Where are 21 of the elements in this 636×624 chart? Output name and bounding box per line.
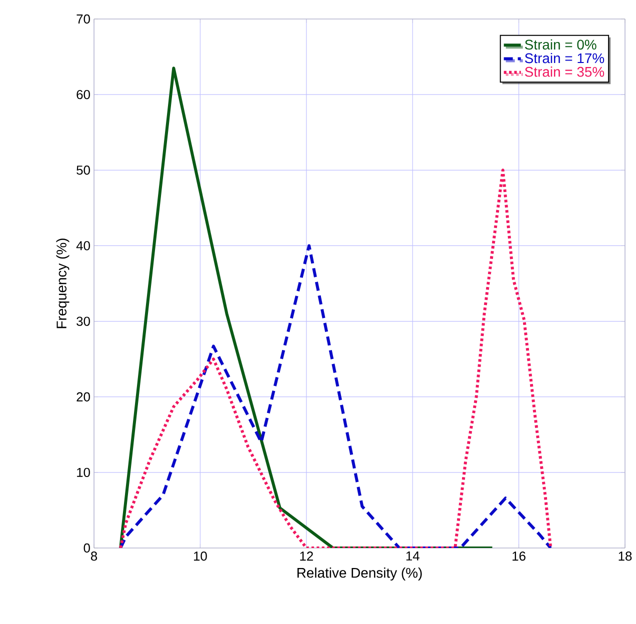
- y-tick-label: 30: [76, 316, 90, 326]
- legend-label: Strain = 0%: [524, 39, 596, 50]
- x-tick-label: 10: [194, 552, 207, 561]
- y-tick-label: 10: [77, 468, 90, 478]
- line-series: [119, 244, 552, 548]
- x-axis-title: Relative Density (%): [297, 568, 422, 581]
- y-tick-label: 40: [76, 241, 90, 250]
- legend-label: Strain = 17%: [524, 52, 604, 64]
- x-tick-label: 14: [406, 552, 420, 560]
- y-tick-label: 20: [76, 392, 90, 402]
- y-tick-label: 60: [76, 90, 90, 100]
- x-tick-label: 12: [300, 552, 313, 561]
- y-tick-label: 70: [76, 14, 90, 24]
- x-tick-label: 8: [90, 552, 98, 561]
- y-tick-label: 50: [76, 166, 90, 175]
- legend-label: Strain = 35%: [524, 66, 604, 77]
- x-tick-label: 18: [618, 552, 632, 561]
- y-axis-title: Frequency (%): [56, 238, 70, 328]
- line-series: [119, 168, 552, 548]
- x-tick-label: 16: [512, 552, 526, 561]
- y-tick-label: 0: [84, 543, 90, 553]
